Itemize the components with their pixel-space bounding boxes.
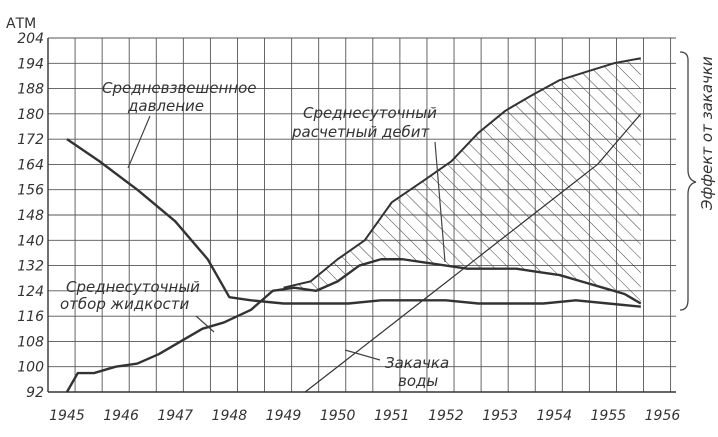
x-tick-label: 1951 — [374, 408, 410, 424]
y-tick-label: 132 — [17, 259, 44, 275]
y-tick-label: 188 — [17, 82, 44, 98]
grid — [47, 37, 676, 393]
annotation-calc-rate-line2: расчетный дебит — [291, 123, 431, 141]
y-tick-label: 92 — [26, 385, 44, 401]
annotation-leader-injection — [344, 349, 381, 361]
y-tick-label: 180 — [17, 107, 44, 123]
x-tick-label: 1950 — [320, 408, 356, 424]
hatched-effect-area — [283, 58, 641, 304]
x-tick-label: 1953 — [482, 408, 518, 424]
annotation-avg-pressure-line1: Средневзвешенное — [102, 79, 257, 97]
y-tick-label: 124 — [17, 284, 44, 300]
series-layer — [65, 57, 642, 393]
y-tick-label: 100 — [17, 360, 44, 376]
y-tick-label: 164 — [17, 157, 44, 173]
annotation-leader-pressure — [127, 115, 151, 169]
annotation-leader-calc-rate — [434, 141, 446, 263]
x-tick-label: 1955 — [591, 408, 627, 424]
annotation-liquid-line2: отбор жидкости — [60, 295, 189, 313]
y-tick-label: 148 — [17, 208, 44, 224]
annotation-injection-line1: Закачка — [385, 354, 449, 372]
y-tick-labels: 92 100 108 116 124 132 140 148 156 164 172 180 188 19… — [17, 31, 44, 401]
y-tick-label: 204 — [17, 31, 44, 47]
y-tick-label: 140 — [17, 233, 44, 249]
y-axis-label: АТМ — [6, 16, 36, 32]
x-tick-label: 1952 — [428, 408, 464, 424]
annotation-avg-pressure-line2: давление — [127, 97, 204, 115]
y-tick-label: 194 — [17, 56, 44, 72]
series-avg-pressure — [66, 138, 641, 308]
annotation-effect: Эффект от закачки — [698, 56, 716, 211]
y-tick-label: 108 — [17, 334, 44, 350]
effect-brace — [679, 51, 697, 311]
annotation-leader-liquid — [195, 315, 215, 333]
annotation-injection-line2: воды — [398, 372, 438, 390]
series-liquid-withdrawal — [65, 258, 642, 393]
series-calc-rate — [283, 57, 641, 289]
x-tick-label: 1954 — [536, 408, 572, 424]
x-tick-label: 1949 — [266, 408, 302, 424]
y-tick-label: 156 — [17, 183, 44, 199]
x-tick-label: 1945 — [49, 408, 85, 424]
hatch-fill — [283, 58, 641, 304]
x-tick-labels: 1945 1946 1947 1948 1949 1950 1951 1952 1953 1954… — [49, 408, 680, 424]
annotation-liquid-line1: Среднесуточный — [66, 278, 200, 296]
y-tick-label: 172 — [17, 132, 44, 148]
x-tick-label: 1946 — [103, 408, 139, 424]
annotation-calc-rate-line1: Среднесуточный — [303, 104, 437, 122]
x-tick-label: 1948 — [212, 408, 248, 424]
x-tick-label: 1947 — [157, 408, 193, 424]
x-tick-label: 1956 — [645, 408, 681, 424]
series-water-injection — [304, 113, 642, 393]
y-tick-label: 116 — [17, 309, 44, 325]
